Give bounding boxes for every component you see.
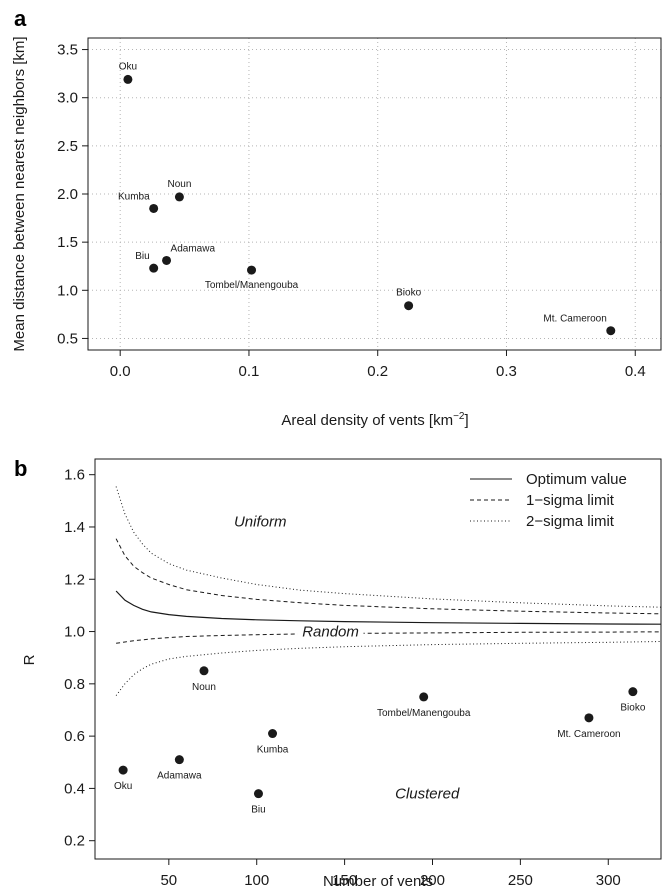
panel-b-point-label-mt-cameroon: Mt. Cameroon bbox=[557, 729, 620, 740]
panel-a-points: Oku Kumba Noun Biu Adamawa Tombel/Manengouba B… bbox=[118, 61, 616, 336]
panel-b-x-tick-label: 100 bbox=[244, 872, 269, 889]
panel-a-point-mt-cameroon bbox=[606, 326, 616, 336]
panel-b-y-tick-label: 1.2 bbox=[64, 571, 85, 588]
panel-a-point-adamawa bbox=[162, 255, 172, 265]
panel-a-y-tick-label: 2.0 bbox=[57, 186, 78, 203]
panel-a-point-tombel-manengouba bbox=[247, 265, 257, 275]
panel-a-y-axis-title: Mean distance between nearest neighbors … bbox=[11, 36, 28, 351]
panel-b-legend-label-dashed: 1−sigma limit bbox=[526, 492, 615, 509]
panel-b-curve-2sigma-lower bbox=[115, 641, 662, 696]
panel-b-x-axis-title: Number of vents bbox=[323, 873, 433, 890]
panel-b-point-adamawa bbox=[174, 755, 184, 765]
panel-b-point-label-tombel-manengouba: Tombel/Manengouba bbox=[377, 708, 471, 719]
panel-b-point-tombel-manengouba bbox=[419, 692, 429, 702]
panel-a-y-tick-label: 2.5 bbox=[57, 138, 78, 155]
panel-a-point-label-bioko: Bioko bbox=[396, 288, 421, 299]
panel-b-region-clustered: Clustered bbox=[395, 786, 460, 803]
panel-b-x-tick-label: 50 bbox=[160, 872, 177, 889]
panel-a-x-axis-title: Areal density of vents [km−2] bbox=[281, 411, 468, 429]
panel-b-plot-frame bbox=[94, 458, 662, 860]
panel-b-point-label-biu: Biu bbox=[251, 805, 265, 816]
panel-b-x-tick-label: 200 bbox=[420, 872, 445, 889]
panel-b: b 50 100 150 200 250 300 0.2 0.4 0.6 0.8 1.0 1.2 1.4… bbox=[14, 456, 662, 890]
panel-a-point-biu bbox=[149, 263, 159, 273]
panel-a-x-tick-label: 0.2 bbox=[367, 363, 388, 380]
panel-b-x-tick-label: 250 bbox=[508, 872, 533, 889]
panel-b-points: Oku Adamawa Noun Biu Kumba Tombel/Manengouba M… bbox=[114, 666, 646, 816]
panel-b-region-random-background bbox=[297, 622, 364, 641]
panel-a-grid bbox=[88, 38, 661, 350]
panel-b-curves bbox=[115, 486, 662, 696]
panel-b-point-label-bioko: Bioko bbox=[620, 703, 645, 714]
panel-b-curve-1sigma-lower bbox=[116, 631, 662, 644]
panel-a-x-tick-label: 0.3 bbox=[496, 363, 517, 380]
panel-b-point-bioko bbox=[628, 687, 638, 697]
panel-b-y-axis-title: R bbox=[21, 654, 38, 665]
panel-b-region-random: Random bbox=[302, 624, 359, 641]
panel-b-ticks: 50 100 150 200 250 300 0.2 0.4 0.6 0.8 1.0 1.2 1.4 1.… bbox=[64, 467, 621, 889]
panel-a-point-noun bbox=[174, 192, 184, 202]
panel-a-point-oku bbox=[123, 74, 133, 84]
panel-a-y-tick-label: 3.0 bbox=[57, 90, 78, 107]
panel-b-point-biu bbox=[253, 789, 263, 799]
panel-a-y-tick-label: 0.5 bbox=[57, 330, 78, 347]
panel-a-plot-frame bbox=[87, 37, 662, 351]
panel-a-x-tick-label: 0.1 bbox=[239, 363, 260, 380]
panel-a-point-bioko bbox=[404, 301, 414, 311]
panel-a-point-label-mt-cameroon: Mt. Cameroon bbox=[543, 314, 606, 325]
panel-b-point-oku bbox=[118, 765, 128, 775]
panel-b-y-tick-label: 0.8 bbox=[64, 676, 85, 693]
panel-b-point-label-noun: Noun bbox=[192, 682, 216, 693]
panel-a-point-label-noun: Noun bbox=[167, 179, 191, 190]
panel-b-curve-1sigma-upper bbox=[115, 538, 662, 615]
panel-b-legend-label-solid: Optimum value bbox=[526, 471, 627, 488]
panel-b-point-mt-cameroon bbox=[584, 713, 594, 723]
panel-a-point-label-oku: Oku bbox=[119, 61, 137, 72]
panel-b-y-tick-label: 0.6 bbox=[64, 728, 85, 745]
panel-b-letter: b bbox=[14, 456, 27, 481]
panel-a-ticks: 0.0 0.1 0.2 0.3 0.4 0.5 1.0 1.5 2.0 2.5 3.0 3.5 bbox=[57, 42, 646, 380]
panel-b-y-tick-label: 1.4 bbox=[64, 519, 85, 536]
panel-b-region-labels: Uniform Random Clustered bbox=[234, 514, 460, 803]
panel-a-y-tick-label: 1.5 bbox=[57, 234, 78, 251]
panel-b-legend-label-dotted: 2−sigma limit bbox=[526, 513, 615, 530]
panel-a: a 0.0 0.1 0.2 0.3 0.4 0.5 1.0 1.5 2.0 2.5 3.0 3.5 O… bbox=[11, 6, 662, 429]
panel-b-y-tick-label: 0.4 bbox=[64, 780, 85, 797]
panel-a-point-label-tombel-manengouba: Tombel/Manengouba bbox=[205, 280, 299, 291]
panel-b-y-tick-label: 1.0 bbox=[64, 624, 85, 641]
panel-b-point-label-oku: Oku bbox=[114, 781, 132, 792]
panel-b-y-tick-label: 0.2 bbox=[64, 833, 85, 850]
panel-a-letter: a bbox=[14, 6, 27, 31]
panel-b-point-noun bbox=[199, 666, 209, 676]
panel-a-y-tick-label: 3.5 bbox=[57, 42, 78, 59]
panel-a-y-tick-label: 1.0 bbox=[57, 282, 78, 299]
panel-b-point-label-kumba: Kumba bbox=[257, 745, 289, 756]
panel-b-point-kumba bbox=[268, 729, 278, 739]
panel-a-point-label-adamawa: Adamawa bbox=[171, 243, 216, 254]
panel-a-x-tick-label: 0.4 bbox=[625, 363, 646, 380]
panel-b-point-label-adamawa: Adamawa bbox=[157, 771, 202, 782]
panel-a-point-label-biu: Biu bbox=[135, 251, 149, 262]
panel-b-x-tick-label: 150 bbox=[332, 872, 357, 889]
panel-a-point-label-kumba: Kumba bbox=[118, 191, 150, 202]
panel-b-region-uniform: Uniform bbox=[234, 514, 287, 531]
panel-b-x-tick-label: 300 bbox=[596, 872, 621, 889]
panel-a-point-kumba bbox=[149, 203, 159, 213]
panel-b-y-tick-label: 1.6 bbox=[64, 467, 85, 484]
panel-b-curve-optimum bbox=[115, 590, 662, 625]
panel-b-legend: Optimum value 1−sigma limit 2−sigma limit bbox=[470, 471, 627, 530]
panel-a-x-tick-label: 0.0 bbox=[110, 363, 131, 380]
